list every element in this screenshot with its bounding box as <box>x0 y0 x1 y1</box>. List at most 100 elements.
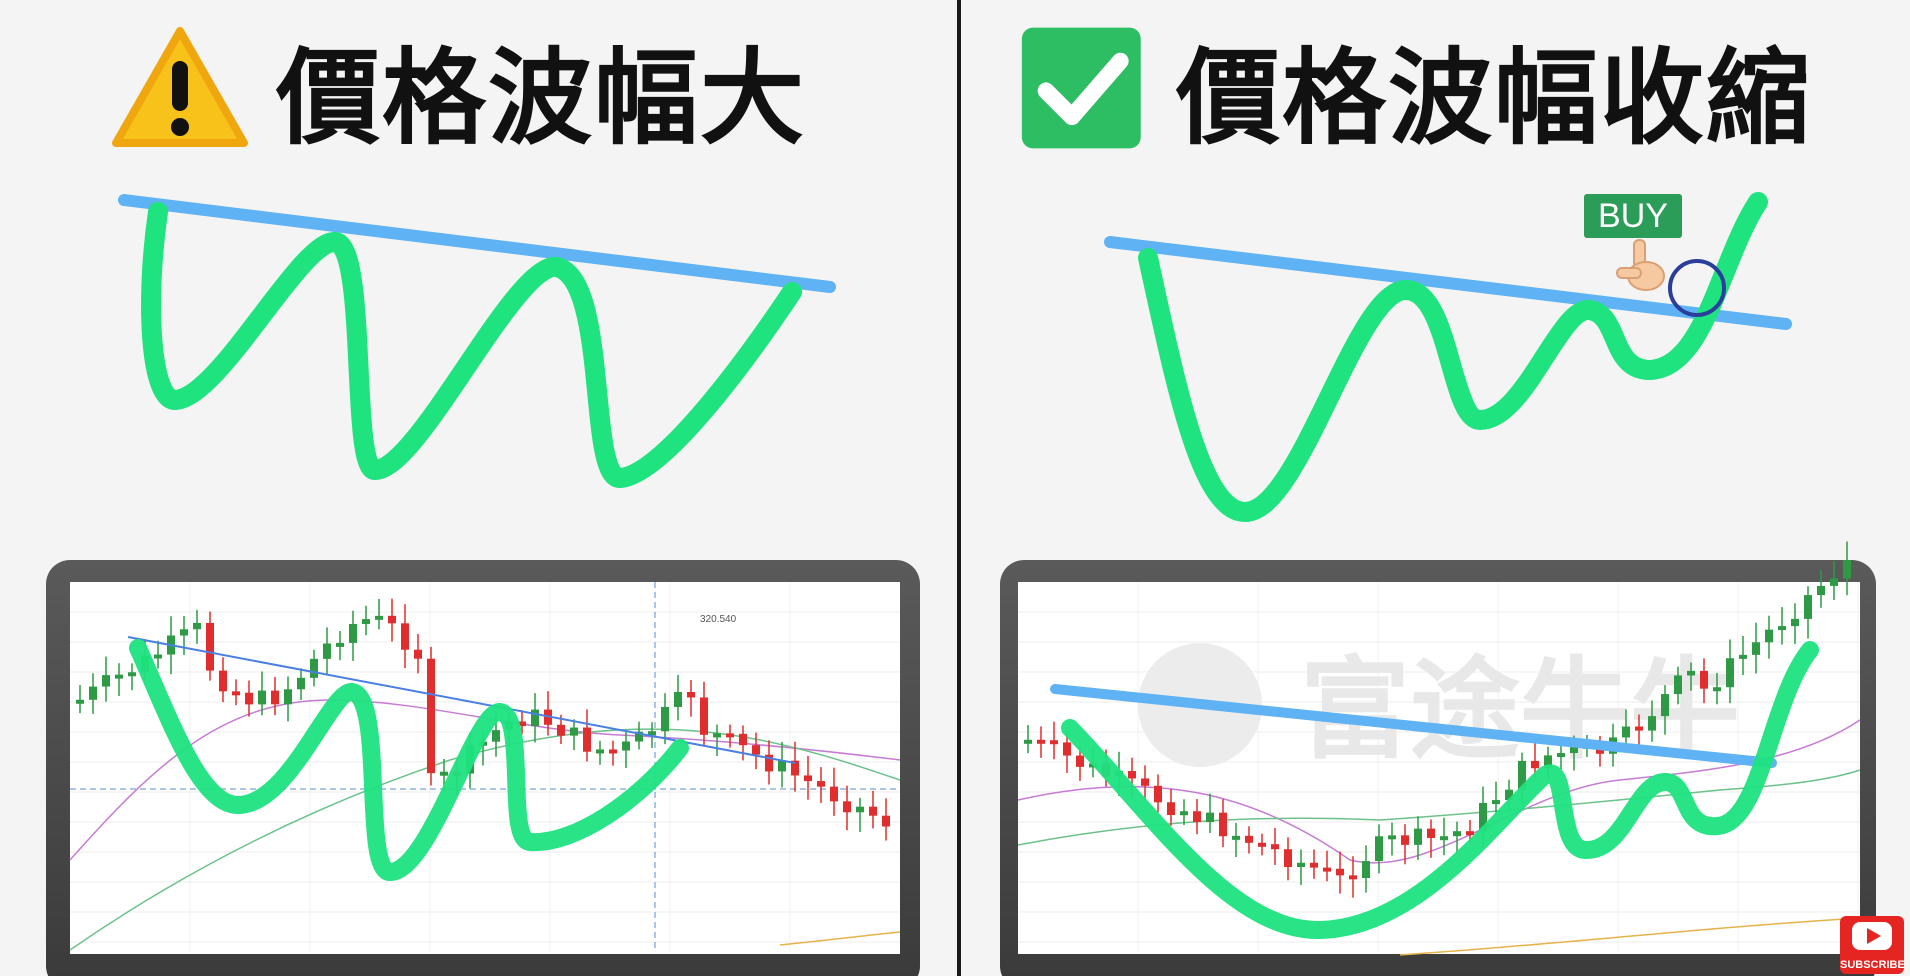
candle-body <box>1362 861 1370 879</box>
warning-icon <box>112 27 248 147</box>
candle-body <box>1505 789 1513 801</box>
candle-body <box>596 749 604 754</box>
right-title: 價格波幅收縮 <box>1176 36 1813 159</box>
candle-body <box>700 697 708 735</box>
right-resistance-line <box>1104 236 1792 330</box>
buy-label: BUY <box>1584 194 1682 238</box>
candle-body <box>674 692 682 707</box>
candle-body <box>193 622 201 630</box>
candle-body <box>440 771 448 776</box>
candle-body <box>1492 800 1500 805</box>
candle-body <box>687 692 695 698</box>
candle-body <box>1817 585 1825 596</box>
candle-body <box>1206 812 1214 823</box>
candle-body <box>518 721 526 727</box>
candle-body <box>830 786 838 802</box>
right-ma-orange <box>1399 917 1861 956</box>
candle-body <box>1752 642 1760 655</box>
candle-body <box>1128 771 1136 779</box>
candle-body <box>1050 740 1058 745</box>
candle-body <box>232 691 240 696</box>
candle-body <box>1440 836 1448 841</box>
candle-body <box>661 706 669 732</box>
candle-body <box>531 709 539 727</box>
candle-body <box>791 760 799 776</box>
right-chart-wave <box>1061 641 1819 940</box>
candle-body <box>856 806 864 813</box>
candle-body <box>1258 842 1266 847</box>
candle-body <box>609 749 617 754</box>
candle-body <box>102 675 110 687</box>
candle-body <box>375 615 383 620</box>
candle-body <box>713 733 721 738</box>
candle-body <box>1141 778 1149 786</box>
left-chart-price-label: 320.540 <box>700 614 737 625</box>
candle-body <box>336 642 344 647</box>
candle-body <box>1765 629 1773 643</box>
candle-body <box>622 741 630 751</box>
candle-body <box>1453 831 1461 837</box>
candle-body <box>206 622 214 671</box>
right-heading: 價格波幅收縮 <box>1020 27 1812 159</box>
candle-body <box>1401 835 1409 845</box>
candle-body <box>817 781 825 787</box>
left-heading: 價格波幅大 <box>110 27 806 159</box>
candle-body <box>1323 867 1331 872</box>
left-title: 價格波幅大 <box>276 36 807 159</box>
candle-body <box>362 619 370 624</box>
candle-body <box>1791 618 1799 627</box>
candle-body <box>284 689 292 705</box>
candle-body <box>1414 828 1422 845</box>
candle-body <box>297 677 305 690</box>
candle-body <box>1388 835 1396 840</box>
breakout-circle <box>1668 259 1726 317</box>
candle-body <box>1778 626 1786 631</box>
candle-body <box>1622 726 1630 738</box>
candle-body <box>1713 687 1721 692</box>
left-ma-green <box>69 728 901 951</box>
candle-body <box>1154 785 1162 803</box>
candle-body <box>180 629 188 636</box>
subscribe-label: SUBSCRIBE <box>1840 959 1905 971</box>
candle-body <box>1700 670 1708 689</box>
candle-body <box>778 760 786 772</box>
candle-body <box>1648 716 1656 731</box>
candle-body <box>1375 836 1383 862</box>
candle-body <box>1063 742 1071 756</box>
subscribe-button[interactable]: SUBSCRIBE <box>1840 916 1905 974</box>
candle-body <box>1531 760 1539 769</box>
candle-body <box>89 686 97 700</box>
candle-body <box>115 674 123 679</box>
candle-body <box>1557 753 1565 758</box>
right-wave <box>1138 192 1768 522</box>
candle-body <box>1635 726 1643 731</box>
candle-body <box>323 643 331 659</box>
candle-body <box>1726 658 1734 688</box>
left-monitor <box>46 560 920 976</box>
candle-body <box>1739 654 1747 659</box>
check-icon <box>1021 27 1141 149</box>
candle-body <box>1570 747 1578 754</box>
candle-body <box>752 745 760 755</box>
candle-body <box>1427 828 1435 838</box>
candle-body <box>401 623 409 650</box>
left-resistance-line <box>118 194 836 293</box>
candle-body <box>219 670 227 692</box>
candle-body <box>1544 755 1552 769</box>
candle-body <box>1245 835 1253 843</box>
candle-body <box>1310 862 1318 868</box>
candle-body <box>414 649 422 659</box>
left-chart-wave <box>129 639 689 881</box>
candle-body <box>1466 831 1474 836</box>
candle-body <box>1167 802 1175 816</box>
right-chart-trendline <box>1050 684 1777 768</box>
candle-body <box>1180 811 1188 816</box>
candle-body <box>1336 868 1344 876</box>
candle-body <box>726 733 734 738</box>
candle-body <box>1349 875 1357 880</box>
candle-body <box>635 731 643 742</box>
candle-body <box>1284 849 1292 868</box>
candle-body <box>388 615 396 624</box>
